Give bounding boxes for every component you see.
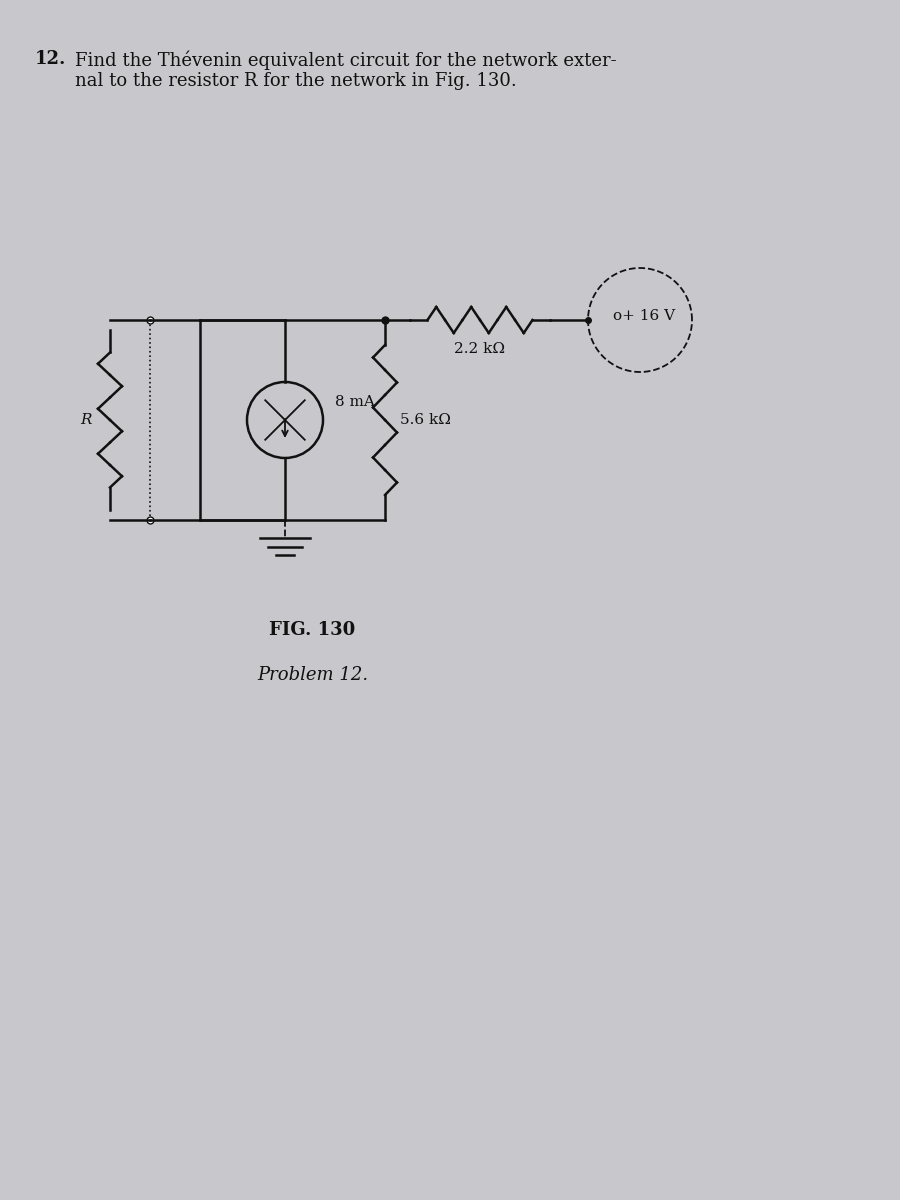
- Text: o+ 16 V: o+ 16 V: [613, 308, 675, 323]
- Text: FIG. 130: FIG. 130: [269, 622, 356, 640]
- Text: Find the Thévenin equivalent circuit for the network exter-
nal to the resistor : Find the Thévenin equivalent circuit for…: [75, 50, 617, 90]
- Text: 8 mA: 8 mA: [335, 395, 375, 409]
- Text: 12.: 12.: [35, 50, 67, 68]
- Text: Problem 12.: Problem 12.: [256, 666, 368, 684]
- Text: 2.2 kΩ: 2.2 kΩ: [454, 342, 506, 356]
- Text: R: R: [80, 413, 92, 427]
- Text: 5.6 kΩ: 5.6 kΩ: [400, 413, 451, 427]
